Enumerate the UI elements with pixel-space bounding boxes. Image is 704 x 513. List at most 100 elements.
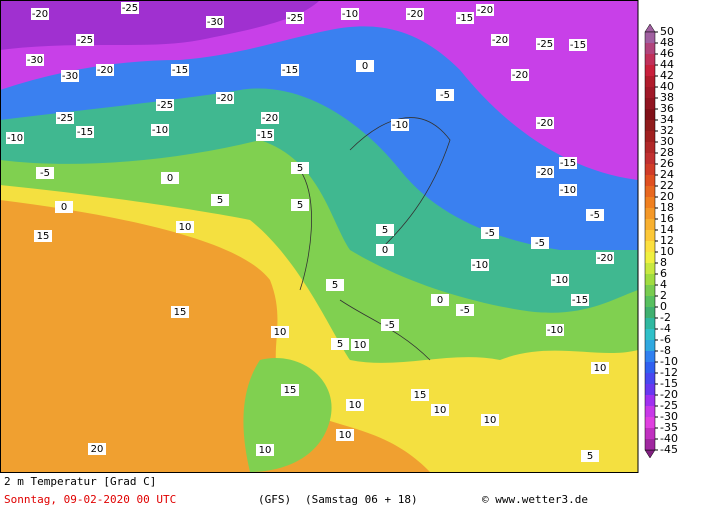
colorbar-band xyxy=(645,120,655,131)
colorbar-band xyxy=(645,142,655,153)
colorbar-band xyxy=(645,131,655,142)
map-labels: -20 -25 -30 -25 -10 -20 -15 -20 -20 -25 -15 -25 -30 -… xyxy=(6,2,614,462)
map-label: -20 xyxy=(32,9,48,20)
label-box xyxy=(34,230,52,242)
label-box xyxy=(481,227,499,239)
map-label: 5 xyxy=(587,451,593,462)
colorbar-label: -10 xyxy=(660,355,678,368)
colorbar-label: 22 xyxy=(660,179,674,192)
map-label: -15 xyxy=(572,295,588,306)
map-label: 0 xyxy=(167,173,173,184)
map-label: -5 xyxy=(440,90,450,101)
colorbar-label: 50 xyxy=(660,25,674,38)
colorbar-band xyxy=(645,439,655,450)
colorbar-label: -30 xyxy=(660,410,678,423)
colorbar-band xyxy=(645,32,655,43)
map-label: -30 xyxy=(207,17,223,28)
map-label: -10 xyxy=(547,325,563,336)
colorbar-band xyxy=(645,164,655,175)
label-box xyxy=(546,324,564,336)
map-label: -25 xyxy=(537,39,553,50)
colorbar-label: 42 xyxy=(660,69,674,82)
map-label: 10 xyxy=(339,430,352,441)
colorbar-band xyxy=(645,318,655,329)
label-box xyxy=(596,252,614,264)
colorbar-band xyxy=(645,274,655,285)
label-box xyxy=(286,12,304,24)
label-box xyxy=(6,132,24,144)
colorbar-band xyxy=(645,219,655,230)
label-box xyxy=(88,443,106,455)
colorbar-band xyxy=(645,329,655,340)
label-box xyxy=(586,209,604,221)
map-label: -20 xyxy=(537,118,553,129)
map-label: -20 xyxy=(407,9,423,20)
label-box xyxy=(31,8,49,20)
label-box xyxy=(291,162,309,174)
colorbar-label: 30 xyxy=(660,135,674,148)
map-label: 15 xyxy=(284,385,297,396)
colorbar-label: -15 xyxy=(660,377,678,390)
label-box xyxy=(171,306,189,318)
colorbar-label: 6 xyxy=(660,267,667,280)
map-label: -15 xyxy=(560,158,576,169)
label-box xyxy=(591,362,609,374)
label-box xyxy=(206,16,224,28)
map-label: 5 xyxy=(337,339,343,350)
map-label: 10 xyxy=(349,400,362,411)
source: © www.wetter3.de xyxy=(482,493,588,506)
label-box xyxy=(261,112,279,124)
map-label: -5 xyxy=(385,320,395,331)
colorbar-label: 24 xyxy=(660,168,674,181)
colorbar-label: -6 xyxy=(660,333,671,346)
colorbar-band xyxy=(645,384,655,395)
label-box xyxy=(61,70,79,82)
map-label: -20 xyxy=(217,93,233,104)
zone-magenta xyxy=(0,0,638,180)
label-box xyxy=(571,294,589,306)
map-label: -20 xyxy=(477,5,493,16)
map-label: -20 xyxy=(262,113,278,124)
map-label: -25 xyxy=(122,3,138,14)
label-box xyxy=(436,89,454,101)
label-box xyxy=(76,34,94,46)
map-label: 10 xyxy=(484,415,497,426)
map-label: 20 xyxy=(91,444,104,455)
colorbar: 5048464442403836343230282624222018161412… xyxy=(644,23,678,459)
colorbar-band xyxy=(645,296,655,307)
label-box xyxy=(536,166,554,178)
label-box xyxy=(491,34,509,46)
label-box xyxy=(536,117,554,129)
colorbar-label: 44 xyxy=(660,58,674,71)
map-label: -5 xyxy=(460,305,470,316)
colorbar-label: -20 xyxy=(660,388,678,401)
colorbar-band xyxy=(645,285,655,296)
colorbar-label: 34 xyxy=(660,113,674,126)
label-box xyxy=(456,304,474,316)
label-box xyxy=(376,224,394,236)
colorbar-band xyxy=(645,417,655,428)
colorbar-band xyxy=(645,362,655,373)
colorbar-band xyxy=(645,395,655,406)
map-label: -10 xyxy=(7,133,23,144)
colorbar-frame xyxy=(644,31,656,451)
map-label: 5 xyxy=(382,225,388,236)
colorbar-band xyxy=(645,263,655,274)
map-label: 10 xyxy=(179,222,192,233)
colorbar-band xyxy=(645,43,655,54)
colorbar-band xyxy=(645,340,655,351)
label-box xyxy=(121,2,139,14)
label-box xyxy=(281,384,299,396)
date: Sonntag, 09-02-2020 00 UTC xyxy=(4,493,176,506)
colorbar-label: -25 xyxy=(660,399,678,412)
label-box xyxy=(211,194,229,206)
colorbar-label: -45 xyxy=(660,443,678,456)
colorbar-band xyxy=(645,230,655,241)
colorbar-band xyxy=(645,406,655,417)
colorbar-band xyxy=(645,373,655,384)
colorbar-label: -2 xyxy=(660,311,671,324)
map-label: 10 xyxy=(259,445,272,456)
label-box xyxy=(391,119,409,131)
label-box xyxy=(216,92,234,104)
map-label: -10 xyxy=(342,9,358,20)
